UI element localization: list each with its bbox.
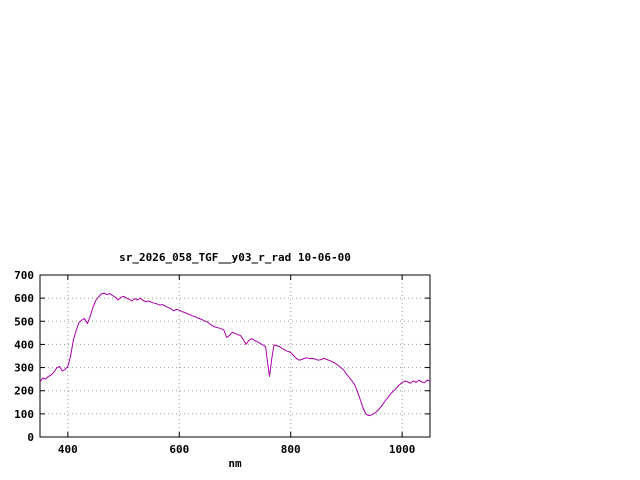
x-tick-label: 800 xyxy=(281,443,301,456)
x-tick-label: 1000 xyxy=(389,443,416,456)
y-tick-label: 200 xyxy=(14,385,34,398)
x-axis-label: nm xyxy=(228,457,242,470)
y-tick-label: 700 xyxy=(14,269,34,282)
y-tick-label: 500 xyxy=(14,315,34,328)
y-tick-label: 300 xyxy=(14,362,34,375)
spectral-plot: 400 600 800 1000 0 100 200 300 400 500 600 700 xyxy=(14,269,431,456)
y-tick-label: 400 xyxy=(14,338,34,351)
y-tick-label: 100 xyxy=(14,408,34,421)
x-tick-label: 400 xyxy=(58,443,78,456)
plot-frame xyxy=(39,274,431,438)
y-tick-label: 600 xyxy=(14,292,34,305)
y-tick-label: 0 xyxy=(27,431,34,444)
data-line xyxy=(39,292,431,417)
chart-title: sr_2026_058_TGF__y03_r_rad 10-06-00 xyxy=(119,251,351,264)
x-tick-label: 600 xyxy=(169,443,189,456)
